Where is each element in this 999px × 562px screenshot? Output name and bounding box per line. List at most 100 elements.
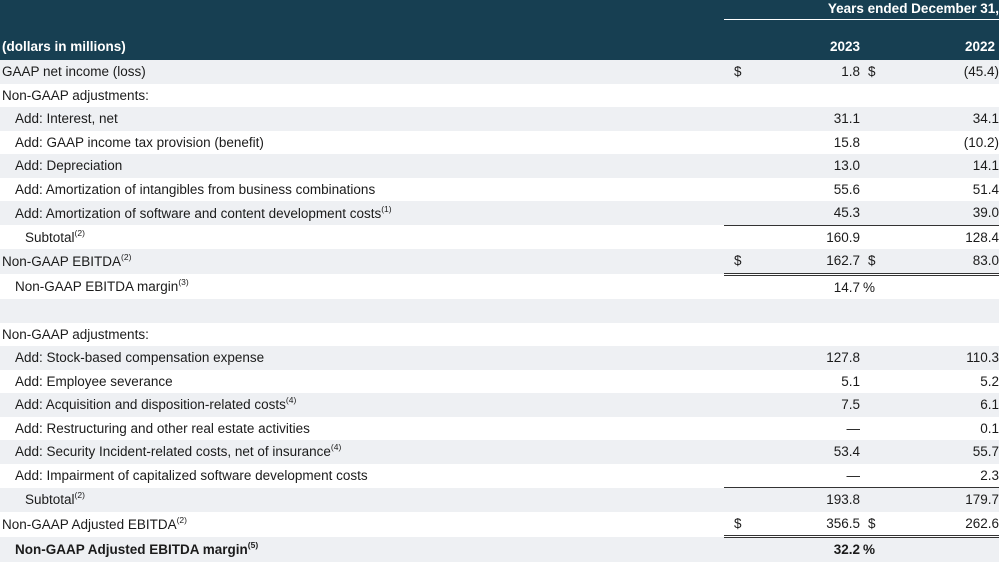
- value-2023: 53.4: [780, 440, 860, 464]
- percent-sign-2023: [860, 323, 890, 347]
- table-row: Add: Restructuring and other real estate…: [0, 417, 999, 441]
- currency-2023: [724, 299, 780, 323]
- table-row: Non-GAAP adjustments:: [0, 323, 999, 347]
- currency-2022: $: [860, 511, 890, 538]
- spacer: [890, 274, 904, 299]
- currency-2023: $: [724, 249, 780, 276]
- value-2022: [904, 536, 999, 562]
- currency-2023: [724, 84, 780, 108]
- percent-sign-2023: [860, 417, 890, 441]
- row-label: Add: Stock-based compensation expense: [0, 346, 724, 370]
- row-label-text: Non-GAAP EBITDA: [2, 254, 122, 269]
- currency-2023: [724, 107, 780, 131]
- currency-2023: $: [724, 60, 780, 84]
- currency-2023: [724, 131, 780, 155]
- percent-sign-2023: [860, 84, 890, 108]
- row-label: Add: Impairment of capitalized software …: [0, 464, 724, 488]
- row-label: Non-GAAP EBITDA margin(3): [0, 274, 724, 299]
- percent-sign-2023: [860, 178, 890, 202]
- value-2022: 34.1: [904, 107, 999, 131]
- currency-2022: $: [860, 60, 890, 84]
- currency-2023: [724, 536, 780, 562]
- row-label-text: Subtotal: [25, 492, 75, 507]
- row-label: Non-GAAP adjustments:: [0, 84, 724, 108]
- value-2023: 45.3: [780, 201, 860, 225]
- row-label-text: Add: Depreciation: [15, 158, 123, 174]
- value-2023: 127.8: [780, 346, 860, 370]
- value-2023: 31.1: [780, 107, 860, 131]
- row-label-text: Non-GAAP Adjusted EBITDA: [2, 516, 177, 532]
- currency-2023: [724, 393, 780, 417]
- spacer: [890, 393, 904, 417]
- percent-sign-2023: [860, 370, 890, 394]
- spacer: [890, 178, 904, 202]
- units-label: (dollars in millions): [2, 39, 126, 54]
- row-label: Non-GAAP EBITDA(2): [0, 249, 724, 274]
- value-2022: 14.1: [904, 154, 999, 178]
- spacer: [890, 440, 904, 464]
- currency-2023: [724, 154, 780, 178]
- spacer: [890, 370, 904, 394]
- spacer: [890, 201, 904, 225]
- row-label: Add: Amortization of intangibles from bu…: [0, 178, 724, 202]
- row-label-text: Add: Impairment of capitalized software …: [15, 468, 368, 483]
- period-heading: Years ended December 31,: [827, 1, 999, 16]
- row-label: Add: Restructuring and other real estate…: [0, 417, 724, 441]
- row-label-text: Non-GAAP adjustments:: [2, 87, 149, 103]
- footnote-marker: (2): [176, 514, 187, 525]
- value-2023: —: [846, 467, 861, 483]
- table-row: Add: GAAP income tax provision (benefit)…: [0, 131, 999, 155]
- percent-sign-2023: [860, 201, 890, 225]
- value-2022: 262.6: [904, 511, 999, 538]
- spacer: [890, 249, 904, 276]
- percent-sign-2023: [860, 224, 890, 249]
- value-2023: 14.7: [833, 279, 860, 295]
- row-label: Add: GAAP income tax provision (benefit): [0, 131, 724, 155]
- row-label: Non-GAAP Adjusted EBITDA margin(5): [0, 536, 724, 562]
- value-2023: [780, 84, 860, 108]
- percent-sign-2023: %: [860, 536, 890, 562]
- spacer: [890, 84, 904, 108]
- currency-2023: [724, 417, 780, 441]
- currency-2023: [724, 440, 780, 464]
- spacer: [890, 131, 904, 155]
- row-label-text: Add: Amortization of intangibles from bu…: [15, 181, 376, 197]
- value-2023: 356.5: [780, 511, 860, 538]
- row-label: Add: Amortization of software and conten…: [0, 201, 724, 225]
- row-label: Add: Interest, net: [0, 107, 724, 131]
- table-row: Non-GAAP EBITDA margin(3) 14.7%: [0, 274, 999, 299]
- footnote-marker: (2): [121, 252, 132, 262]
- currency-2022: $: [860, 249, 890, 276]
- row-label: Add: Employee severance: [0, 370, 724, 394]
- value-2022: 2.3: [980, 467, 999, 483]
- currency-2023: [724, 224, 780, 249]
- currency-2023: [724, 346, 780, 370]
- spacer: [890, 323, 904, 347]
- footnote-marker: (2): [74, 490, 85, 500]
- spacer: [890, 60, 904, 84]
- spacer: [890, 107, 904, 131]
- value-2022: [904, 274, 999, 299]
- value-2022: 5.2: [980, 373, 999, 389]
- footnote-marker: (2): [74, 227, 85, 238]
- value-2022: (10.2): [963, 134, 999, 150]
- row-label-text: Add: Restructuring and other real estate…: [15, 420, 310, 436]
- currency-2023: [724, 201, 780, 225]
- value-2023: 160.9: [780, 224, 860, 249]
- currency-2023: [724, 323, 780, 347]
- footnote-marker: (5): [247, 539, 259, 550]
- value-2022: 55.7: [904, 440, 999, 464]
- row-label: [0, 299, 724, 323]
- value-2022: [904, 84, 999, 108]
- row-label-text: Add: Security Incident-related costs, ne…: [15, 444, 331, 460]
- spacer: [890, 417, 904, 441]
- percent-sign-2023: [860, 393, 890, 417]
- currency-2023: [724, 274, 780, 299]
- value-2022: 6.1: [904, 393, 999, 417]
- row-label-text: GAAP net income (loss): [2, 64, 146, 80]
- row-label-text: Add: Interest, net: [15, 111, 118, 127]
- table-header: Years ended December 31, (dollars in mil…: [0, 0, 999, 60]
- row-label: Non-GAAP adjustments:: [0, 323, 724, 347]
- percent-sign-2023: %: [863, 279, 876, 295]
- row-label-text: Add: Amortization of software and conten…: [15, 205, 382, 221]
